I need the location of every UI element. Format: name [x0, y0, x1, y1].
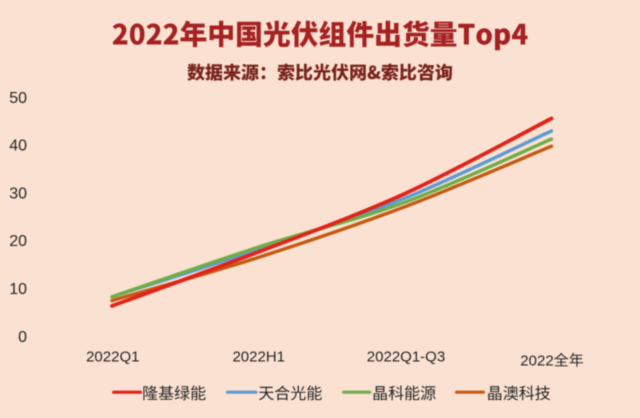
svg-text:2022Q1-Q3: 2022Q1-Q3 [367, 349, 445, 366]
svg-text:2022Q1: 2022Q1 [86, 349, 139, 366]
svg-text:30: 30 [9, 185, 27, 202]
svg-text:50: 50 [9, 90, 27, 107]
svg-text:0: 0 [18, 329, 27, 346]
svg-text:20: 20 [9, 233, 27, 250]
svg-text:40: 40 [9, 138, 27, 155]
svg-text:2022H1: 2022H1 [232, 349, 285, 366]
svg-text:10: 10 [9, 281, 27, 298]
svg-text:2022: 2022 [520, 353, 553, 370]
